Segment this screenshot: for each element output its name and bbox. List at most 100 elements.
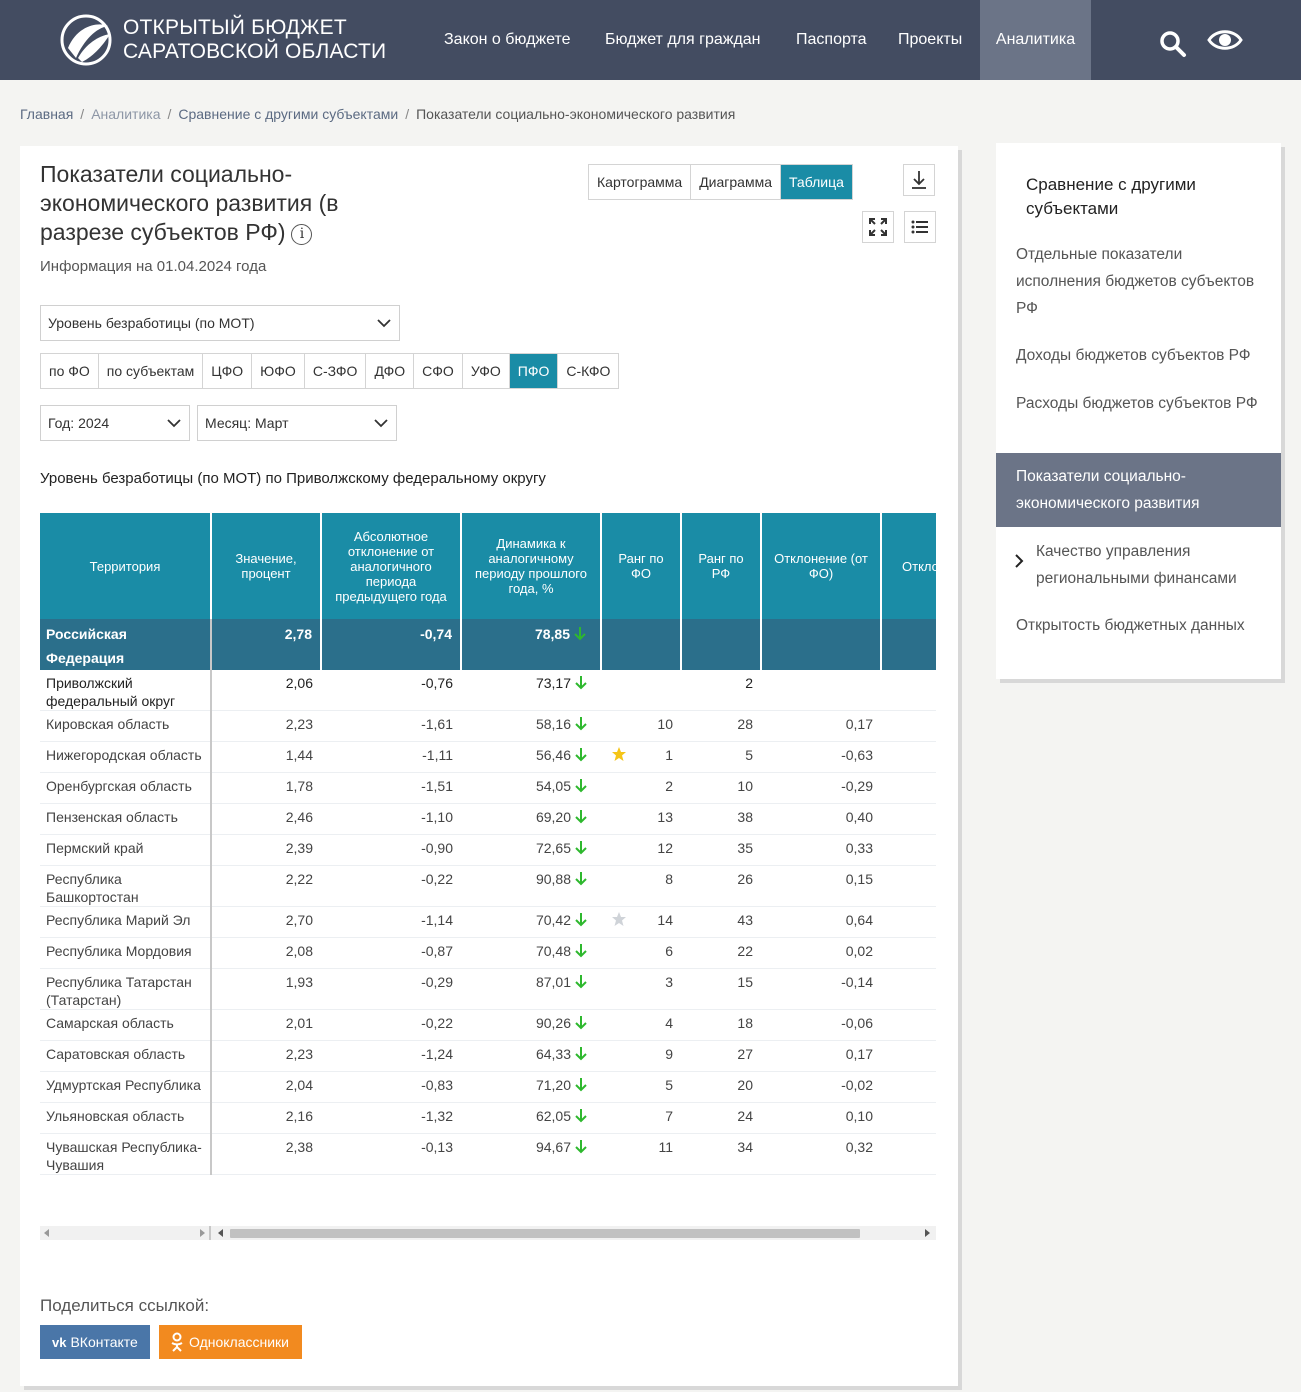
sidebar-item-revenues[interactable]: Доходы бюджетов субъектов РФ <box>1016 347 1251 364</box>
sidebar-item-finance-quality[interactable]: Качество управления региональными финанс… <box>1036 543 1237 587</box>
scroll-left-arrow-icon[interactable] <box>218 1229 224 1237</box>
cell-dynamics: 90,88 <box>461 865 601 907</box>
col-header-dev-fo[interactable]: Отклонение (от ФО) <box>760 513 881 619</box>
cell-rank-fo: 8 <box>601 865 681 907</box>
cell-dev-rf <box>881 772 936 804</box>
col-header-abs-deviation[interactable]: Абсолютное отклонение от аналогичного пе… <box>320 513 461 619</box>
cell-territory-text: Ульяновская область <box>46 1108 185 1124</box>
indicator-select[interactable]: Уровень безработицы (по МОТ) <box>40 305 400 341</box>
tab-cfo[interactable]: ЦФО <box>203 354 253 388</box>
breadcrumb-home[interactable]: Главная <box>20 106 74 122</box>
sidebar-item-socioeconomic[interactable]: Показатели социально-экономического разв… <box>996 453 1281 527</box>
tab-yufo[interactable]: ЮФО <box>252 354 305 388</box>
tab-by-fo[interactable]: по ФО <box>41 354 99 388</box>
cell-rank-rf-text: 38 <box>737 809 753 825</box>
cell-rank-rf: 26 <box>681 865 761 907</box>
tab-sfo[interactable]: СФО <box>414 354 463 388</box>
tab-pfo[interactable]: ПФО <box>509 354 559 388</box>
cell-value-text: 2,06 <box>285 675 313 691</box>
nav-item-budget-law[interactable]: Закон о бюджете <box>444 31 571 48</box>
share-ok-button[interactable]: Одноклассники <box>159 1325 302 1359</box>
share-vk-button[interactable]: vk ВКонтакте <box>40 1325 150 1359</box>
tab-dfo[interactable]: ДФО <box>366 354 415 388</box>
cell-abs-deviation: -0,87 <box>321 937 461 969</box>
scroll-right-arrow-icon[interactable] <box>925 1229 931 1237</box>
cell-dev-rf <box>881 865 936 907</box>
nav-item-projects[interactable]: Проекты <box>898 31 963 48</box>
chevron-right-icon[interactable] <box>1014 554 1024 568</box>
nav-item-citizen-budget[interactable]: Бюджет для граждан <box>605 31 761 48</box>
cell-territory: Кировская область <box>40 710 212 742</box>
list-button[interactable] <box>904 211 936 243</box>
cell-abs-deviation-text: -1,14 <box>421 912 453 928</box>
col-header-dev-rf[interactable]: Отклонение (от РФ) <box>880 513 936 619</box>
tab-cartogram[interactable]: Картограмма <box>589 165 692 199</box>
cell-dynamics-text: 90,88 <box>535 871 571 887</box>
col-header-rank-fo[interactable]: Ранг по ФО <box>600 513 681 619</box>
col-header-value[interactable]: Значение, процент <box>210 513 321 619</box>
cell-rank-rf: 15 <box>681 968 761 1010</box>
cell-value: 1,44 <box>211 741 321 773</box>
logo-text[interactable]: ОТКРЫТЫЙ БЮДЖЕТ САРАТОВСКОЙ ОБЛАСТИ <box>123 16 386 64</box>
scroll-right-arrow-icon[interactable] <box>200 1229 206 1237</box>
download-icon <box>912 171 926 189</box>
table-row: Республика Марий Эл 2,70 -1,14 70,42 14 43 0,6… <box>40 906 936 938</box>
cell-territory: Нижегородская область <box>40 741 212 773</box>
col-header-territory[interactable]: Территория <box>40 513 211 619</box>
cell-dynamics: 70,48 <box>461 937 601 969</box>
cell-dev-rf <box>881 834 936 866</box>
cell-dynamics: 69,20 <box>461 803 601 835</box>
star-icon <box>612 912 626 926</box>
arrow-down-icon <box>575 872 587 886</box>
table-row: Самарская область 2,01 -0,22 90,26 4 18 -0,06 <box>40 1009 936 1041</box>
cell-rank-fo-text: 12 <box>657 840 673 856</box>
arrow-down-icon <box>575 1140 587 1154</box>
cell-abs-deviation-text: -0,76 <box>421 675 453 691</box>
cell-territory: Республика Мордовия <box>40 937 212 969</box>
logo-icon[interactable] <box>60 14 112 66</box>
tab-ufo[interactable]: УФО <box>463 354 510 388</box>
cell-dev-rf <box>881 803 936 835</box>
logo-line2: САРАТОВСКОЙ ОБЛАСТИ <box>123 40 387 63</box>
info-icon[interactable]: i <box>291 224 313 245</box>
nav-item-analytics[interactable]: Аналитика <box>980 0 1091 80</box>
cell-value: 2,46 <box>211 803 321 835</box>
eye-icon[interactable] <box>1207 27 1243 53</box>
horizontal-scrollbar[interactable] <box>40 1226 936 1240</box>
tab-by-subjects[interactable]: по субъектам <box>99 354 204 388</box>
cell-dev-rf <box>881 741 936 773</box>
fullscreen-button[interactable] <box>862 211 894 243</box>
year-select[interactable]: Год: 2024 <box>40 405 190 441</box>
cell-dynamics: 87,01 <box>461 968 601 1010</box>
tab-szfo[interactable]: С-ЗФО <box>305 354 367 388</box>
download-button[interactable] <box>903 164 935 196</box>
col-header-dynamics[interactable]: Динамика к аналогичному периоду прошлого… <box>460 513 601 619</box>
scrollbar-thumb[interactable] <box>230 1229 860 1238</box>
tab-diagram[interactable]: Диаграмма <box>691 165 781 199</box>
search-icon[interactable] <box>1159 30 1187 58</box>
cell-abs-deviation: -0,29 <box>321 968 461 1010</box>
scroll-left-arrow-icon[interactable] <box>44 1229 50 1237</box>
sidebar-item-budget-execution[interactable]: Отдельные показатели исполнения бюджетов… <box>1016 246 1255 317</box>
cell-territory: Республика Татарстан (Татарстан) <box>40 968 212 1010</box>
cell-rank-fo-text: 14 <box>657 912 673 928</box>
breadcrumb-analytics[interactable]: Аналитика <box>91 106 161 122</box>
cell-rank-rf-text: 22 <box>737 943 753 959</box>
frozen-column-scrollbar[interactable] <box>40 1226 211 1240</box>
tab-table[interactable]: Таблица <box>781 165 852 199</box>
cell-territory: Пензенская область <box>40 803 212 835</box>
cell-abs-deviation-text: -0,90 <box>421 840 453 856</box>
cell-dynamics-text: 58,16 <box>535 716 571 732</box>
sidebar-item-openness[interactable]: Открытость бюджетных данных <box>1016 617 1245 634</box>
cell-abs-deviation-text: -0,22 <box>421 871 453 887</box>
month-select[interactable]: Месяц: Март <box>197 405 397 441</box>
data-table: Территория Значение, процент Абсолютное … <box>40 513 936 1175</box>
tab-skfo[interactable]: С-КФО <box>566 363 611 379</box>
breadcrumb-comparison[interactable]: Сравнение с другими субъектами <box>178 106 399 122</box>
col-header-rank-rf[interactable]: Ранг по РФ <box>680 513 761 619</box>
nav-item-passports[interactable]: Паспорта <box>796 31 867 48</box>
cell-value: 2,23 <box>211 1040 321 1072</box>
sidebar-item-expenditures[interactable]: Расходы бюджетов субъектов РФ <box>1016 395 1258 412</box>
cell-rank-rf <box>680 619 761 670</box>
table-header-row: Территория Значение, процент Абсолютное … <box>40 513 936 619</box>
